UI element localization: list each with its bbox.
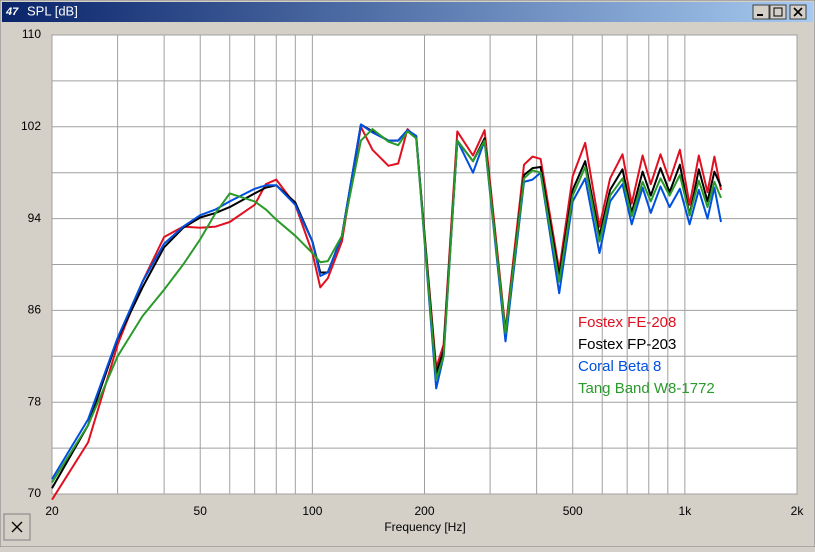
minimize-button[interactable] [752,4,770,20]
legend-entry: Fostex FE-208 [578,314,676,331]
y-tick-label: 70 [28,486,42,500]
maximize-button[interactable] [769,4,787,20]
series-line [51,128,722,484]
legend-entry: Tang Band W8-1772 [578,380,715,397]
y-tick-label: 86 [28,303,42,317]
y-tick-label: 94 [28,211,42,225]
x-tick-label: 500 [563,504,583,518]
x-tick-label: 1k [679,504,693,518]
y-tick-label: 102 [21,119,41,133]
title-bar [2,2,813,22]
lines [51,123,722,501]
window-title: SPL [dB] [27,3,78,18]
legend-entry: Coral Beta 8 [578,358,661,375]
legend-entry: Fostex FP-203 [578,336,676,353]
y-tick-label: 110 [22,27,41,41]
close-icon [793,7,803,17]
labels: 20 50 100 200 500 1k 2k 70 78 86 94 102 110 Fostex FE… [21,27,804,518]
grid [51,34,798,495]
x-axis-label: Frequency [Hz] [384,520,465,534]
x-tick-label: 100 [302,504,322,518]
app-icon: 47 [5,6,19,18]
maximize-icon [773,7,783,17]
x-tick-label: 2k [791,504,805,518]
x-tick-label: 200 [414,504,434,518]
x-tick-label: 20 [45,504,59,518]
window-buttons[interactable] [752,4,807,20]
y-tick-label: 78 [28,394,42,408]
tool-icon [11,521,23,533]
x-tick-label: 50 [194,504,208,518]
